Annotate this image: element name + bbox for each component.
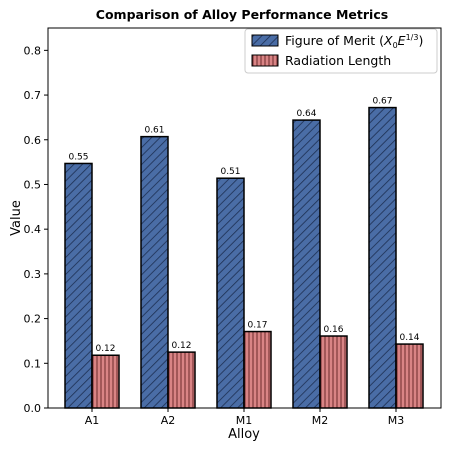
legend-fom-e: E	[398, 33, 406, 48]
legend-swatch-radiation-length	[251, 54, 279, 67]
data-label-figure-of-merit-m2: 0.64	[296, 109, 316, 119]
y-tick-label: 0.6	[24, 134, 42, 147]
y-tick-label: 0.1	[24, 357, 42, 370]
y-tick-label: 0.5	[24, 178, 42, 191]
chart-title: Comparison of Alloy Performance Metrics	[96, 7, 388, 22]
bar-radiation-length-a1	[91, 354, 120, 409]
y-tick-label: 0.3	[24, 268, 42, 281]
data-label-figure-of-merit-a2: 0.61	[144, 126, 164, 136]
data-label-radiation-length-m3: 0.14	[399, 333, 419, 343]
data-label-figure-of-merit-m3: 0.67	[372, 97, 392, 107]
legend-swatch-figure-of-merit	[251, 34, 279, 47]
y-tick-label: 0.2	[24, 313, 42, 326]
legend-label-figure-of-merit: Figure of Merit (X0E1/3)	[285, 33, 423, 50]
bar-radiation-length-a2	[167, 351, 196, 409]
figure-of-merit-bars	[64, 106, 397, 409]
data-label-radiation-length-a1: 0.12	[95, 344, 115, 354]
bar-radiation-length-m2	[319, 335, 348, 409]
bar-figure-of-merit-a1	[64, 162, 93, 409]
legend-fom-sup: 1/3	[406, 33, 419, 42]
x-tick-label: M2	[312, 414, 329, 427]
legend-fom-prefix: Figure of Merit (	[285, 33, 384, 48]
bar-figure-of-merit-m3	[368, 106, 397, 409]
y-tick-label: 0.7	[24, 89, 42, 102]
data-label-radiation-length-m2: 0.16	[323, 325, 343, 335]
legend-frame	[244, 28, 438, 74]
data-label-figure-of-merit-m1: 0.51	[220, 167, 240, 177]
legend-fom-sub: 0	[393, 41, 398, 50]
x-axis-ticks: A1 A2 M1 M2 M3	[85, 408, 405, 427]
y-tick-label: 0.8	[24, 44, 42, 57]
bar-figure-of-merit-m2	[292, 119, 321, 409]
y-axis-ticks: 0.0 0.1 0.2 0.3 0.4 0.5 0.6 0.7 0.8	[24, 44, 48, 415]
bar-radiation-length-m1	[243, 330, 272, 409]
legend: Figure of Merit (X0E1/3) Radiation Lengt…	[244, 28, 438, 74]
bar-figure-of-merit-a2	[140, 135, 169, 409]
legend-label-radiation-length: Radiation Length	[285, 53, 391, 68]
y-tick-label: 0.0	[24, 402, 42, 415]
y-axis-label: Value	[9, 200, 24, 236]
data-label-figure-of-merit-a1: 0.55	[68, 152, 88, 162]
data-label-radiation-length-a2: 0.12	[171, 341, 191, 351]
x-tick-label: M3	[388, 414, 405, 427]
legend-fom-x: X	[383, 33, 393, 48]
data-label-radiation-length-m1: 0.17	[247, 321, 267, 331]
bar-radiation-length-m3	[395, 343, 424, 409]
x-tick-label: M1	[236, 414, 253, 427]
legend-fom-suffix: )	[418, 33, 423, 48]
x-tick-label: A1	[85, 414, 100, 427]
data-labels: 0.55 0.12 0.61 0.12 0.51 0.17 0.64 0.16 0.67 0.14	[68, 97, 419, 355]
x-axis-label: Alloy	[228, 427, 260, 442]
x-tick-label: A2	[161, 414, 176, 427]
y-tick-label: 0.4	[24, 223, 42, 236]
bar-figure-of-merit-m1	[216, 177, 245, 409]
